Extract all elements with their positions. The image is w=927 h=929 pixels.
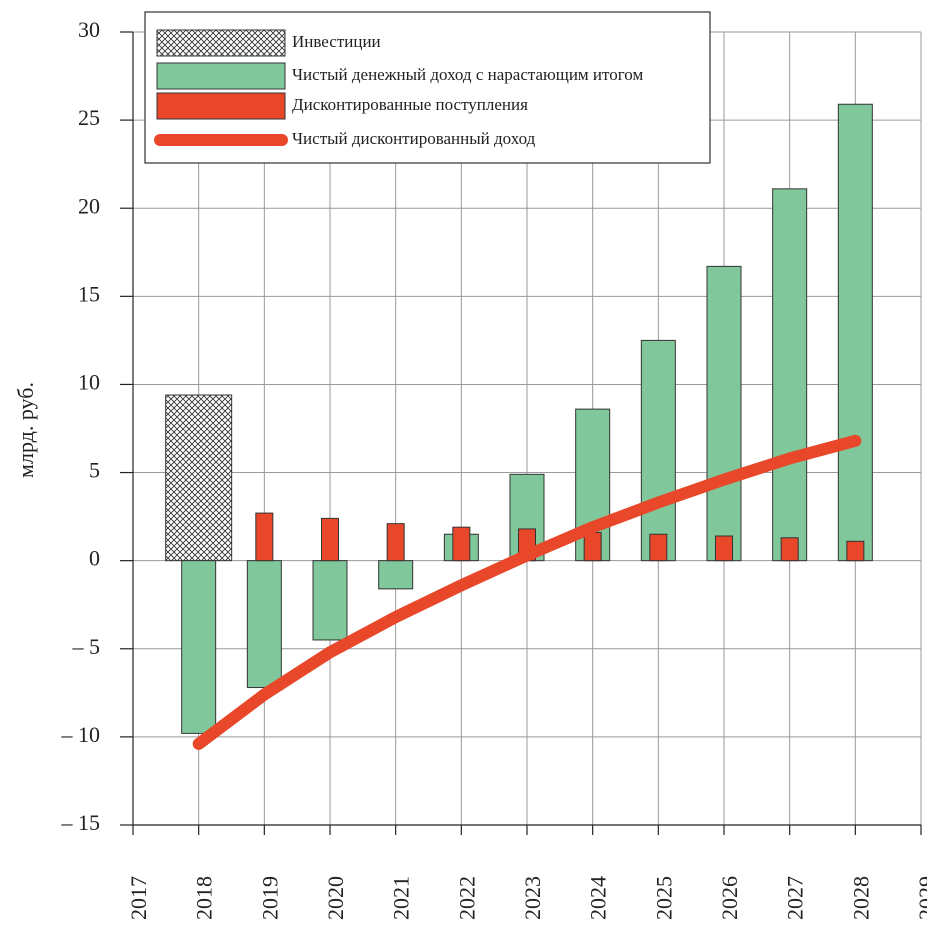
- x-tick-label: 2024: [586, 876, 611, 920]
- x-tick-label: 2018: [192, 876, 217, 920]
- bar: [321, 517, 339, 562]
- bar: [165, 394, 233, 562]
- y-tick-label: 10: [78, 369, 100, 394]
- y-tick-label: – 5: [72, 634, 101, 659]
- legend-swatch: [156, 62, 286, 90]
- bar: [846, 540, 865, 562]
- legend: Инвестиции Чистый денежный доход с нараст…: [144, 11, 711, 164]
- legend-label: Дисконтированные поступления: [292, 95, 528, 114]
- x-tick-label: 2029: [914, 876, 927, 920]
- legend-label: Чистый денежный доход с нарастающим итог…: [292, 65, 643, 84]
- x-tick-label: 2019: [257, 876, 282, 920]
- legend-swatch: [156, 92, 286, 120]
- y-axis-label: млрд. руб.: [13, 382, 38, 478]
- bar: [715, 535, 733, 562]
- bar: [837, 103, 873, 562]
- x-tick-label: 2017: [126, 876, 151, 920]
- bar: [772, 188, 808, 562]
- bar: [386, 523, 405, 562]
- bar: [640, 339, 676, 562]
- legend-swatch: [156, 29, 286, 57]
- bar: [452, 526, 471, 562]
- y-tick-label: 30: [78, 17, 100, 42]
- bar: [312, 560, 348, 641]
- y-tick-label: 25: [78, 105, 100, 130]
- legend-label: Чистый дисконтированный доход: [292, 129, 536, 148]
- y-tick-label: – 15: [61, 810, 101, 835]
- bar: [246, 560, 282, 689]
- bar: [706, 265, 742, 562]
- y-tick-label: – 10: [61, 722, 101, 747]
- x-tick-label: 2025: [651, 876, 676, 920]
- y-tick-label: 0: [89, 546, 100, 571]
- x-tick-label: 2028: [848, 876, 873, 920]
- legend-label: Инвестиции: [292, 32, 381, 51]
- x-tick-label: 2026: [717, 876, 742, 920]
- bar: [583, 531, 602, 562]
- x-tick-label: 2020: [323, 876, 348, 920]
- bar: [378, 560, 414, 590]
- line: [192, 434, 862, 750]
- x-tick-label: 2027: [783, 876, 808, 920]
- x-tick-label: 2023: [520, 876, 545, 920]
- bar: [255, 512, 274, 562]
- y-tick-label: 5: [89, 458, 100, 483]
- x-tick-label: 2022: [454, 876, 479, 920]
- bar: [181, 560, 217, 734]
- y-tick-label: 15: [78, 281, 100, 306]
- x-tick-label: 2021: [389, 876, 414, 920]
- bar: [649, 533, 668, 562]
- y-tick-label: 20: [78, 193, 100, 218]
- bar: [780, 537, 799, 562]
